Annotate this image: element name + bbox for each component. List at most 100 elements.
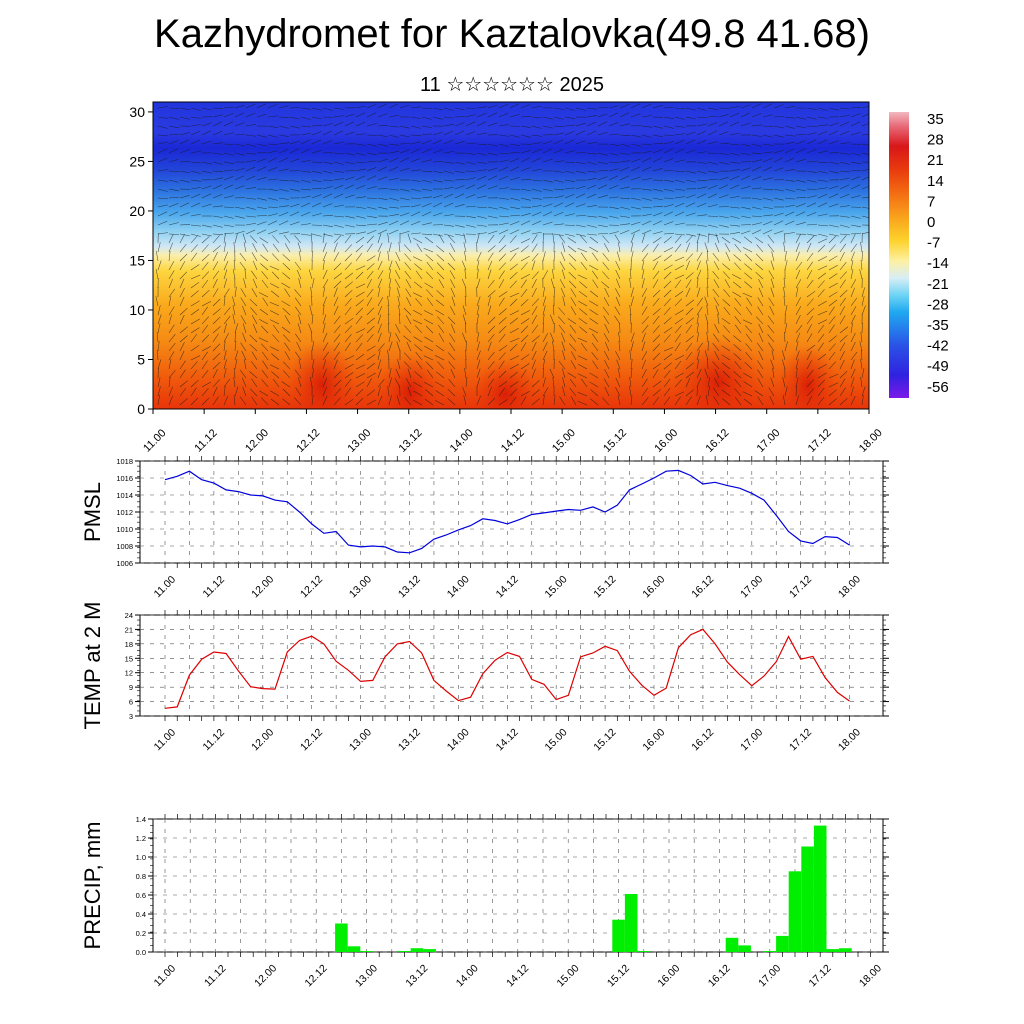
wind-barb xyxy=(269,364,280,370)
wind-barb xyxy=(234,104,245,109)
wind-barb xyxy=(234,206,245,210)
wind-barb xyxy=(201,334,210,343)
wind-barb xyxy=(155,296,159,307)
wind-barb xyxy=(498,317,507,325)
wind-barb xyxy=(685,389,694,397)
wind-barb xyxy=(398,242,401,253)
wind-barb xyxy=(629,386,632,397)
wind-barb xyxy=(520,104,531,109)
wind-barb xyxy=(157,359,162,370)
wind-barb xyxy=(784,331,786,343)
wind-barb xyxy=(366,186,377,190)
y-tick-label: 6 xyxy=(129,698,133,707)
wind-barb xyxy=(432,131,443,136)
wind-barb xyxy=(498,229,509,235)
wind-barb xyxy=(784,134,795,137)
wind-barb xyxy=(284,342,291,352)
wind-barb xyxy=(696,342,703,352)
wind-barb xyxy=(704,368,709,379)
wind-barb xyxy=(713,396,720,406)
wind-barb xyxy=(630,113,641,118)
wind-barb xyxy=(267,220,278,226)
y-tick-label: 24 xyxy=(125,611,133,620)
wind-barb xyxy=(234,323,239,334)
wind-barb xyxy=(542,305,546,316)
wind-barb xyxy=(234,152,245,156)
wind-barb xyxy=(550,332,555,343)
wind-barb xyxy=(707,107,718,111)
wind-barb xyxy=(405,315,412,325)
wind-barb xyxy=(355,315,363,325)
wind-barb xyxy=(860,377,863,388)
wind-barb xyxy=(212,224,223,228)
wind-barb xyxy=(696,139,707,145)
wind-barb xyxy=(405,378,412,388)
wind-barb xyxy=(550,314,555,325)
wind-barb xyxy=(520,238,531,244)
wind-barb xyxy=(817,289,825,298)
wind-barb xyxy=(168,351,175,361)
wind-barb xyxy=(707,161,718,165)
wind-barb xyxy=(714,377,720,388)
wind-barb xyxy=(245,175,256,181)
wind-barb xyxy=(366,235,375,244)
wind-barb xyxy=(641,351,648,361)
wind-barb xyxy=(223,113,234,118)
wind-barb xyxy=(240,315,247,325)
wind-barb xyxy=(212,352,221,361)
wind-barb xyxy=(740,167,751,172)
colorbar-label: 28 xyxy=(927,132,944,149)
wind-barb xyxy=(773,134,784,138)
wind-barb xyxy=(242,332,247,343)
wind-barb xyxy=(241,350,247,361)
wind-barb xyxy=(604,287,610,298)
wind-barb xyxy=(817,353,827,361)
wind-barb xyxy=(157,125,168,129)
wind-barb xyxy=(652,157,663,163)
wind-barb xyxy=(597,161,608,165)
wind-barb xyxy=(243,242,247,253)
wind-barb xyxy=(333,342,340,352)
wind-barb xyxy=(366,152,377,155)
wind-barb xyxy=(861,206,869,209)
wind-barb xyxy=(722,263,731,271)
wind-barb xyxy=(267,167,278,172)
wind-barb xyxy=(168,377,171,388)
wind-barb xyxy=(714,242,720,253)
wind-barb xyxy=(212,298,221,307)
wind-barb xyxy=(630,134,641,138)
wind-barb xyxy=(190,244,198,253)
wind-barb xyxy=(597,176,608,181)
wind-barb xyxy=(355,283,366,289)
wind-barb xyxy=(410,141,421,145)
wind-barb xyxy=(223,296,226,307)
wind-barb xyxy=(289,148,300,154)
wind-barb xyxy=(663,236,672,244)
wind-barb xyxy=(630,268,632,280)
wind-barb xyxy=(773,230,784,235)
wind-barb xyxy=(278,148,289,154)
wind-barb xyxy=(256,134,267,138)
wind-barb xyxy=(839,114,850,118)
wind-barb xyxy=(465,215,476,219)
wind-barb xyxy=(272,235,280,244)
wind-barb xyxy=(432,161,444,163)
wind-barb xyxy=(412,319,423,325)
colorbar-label: -35 xyxy=(927,317,949,334)
wind-barb xyxy=(558,307,566,316)
wind-barb xyxy=(366,230,377,235)
wind-barb xyxy=(223,332,229,343)
wind-barb xyxy=(355,215,366,219)
wind-barb xyxy=(278,157,289,163)
wind-barb xyxy=(531,179,542,182)
wind-barb xyxy=(630,197,641,201)
wind-barb xyxy=(190,124,201,127)
wind-barb xyxy=(245,134,256,137)
wind-barb xyxy=(740,152,751,156)
wind-barb xyxy=(718,114,729,118)
wind-barb xyxy=(434,355,445,361)
wind-barb xyxy=(734,316,742,325)
wind-barb xyxy=(157,323,161,334)
wind-barb xyxy=(520,363,530,370)
wind-barb xyxy=(344,372,354,379)
